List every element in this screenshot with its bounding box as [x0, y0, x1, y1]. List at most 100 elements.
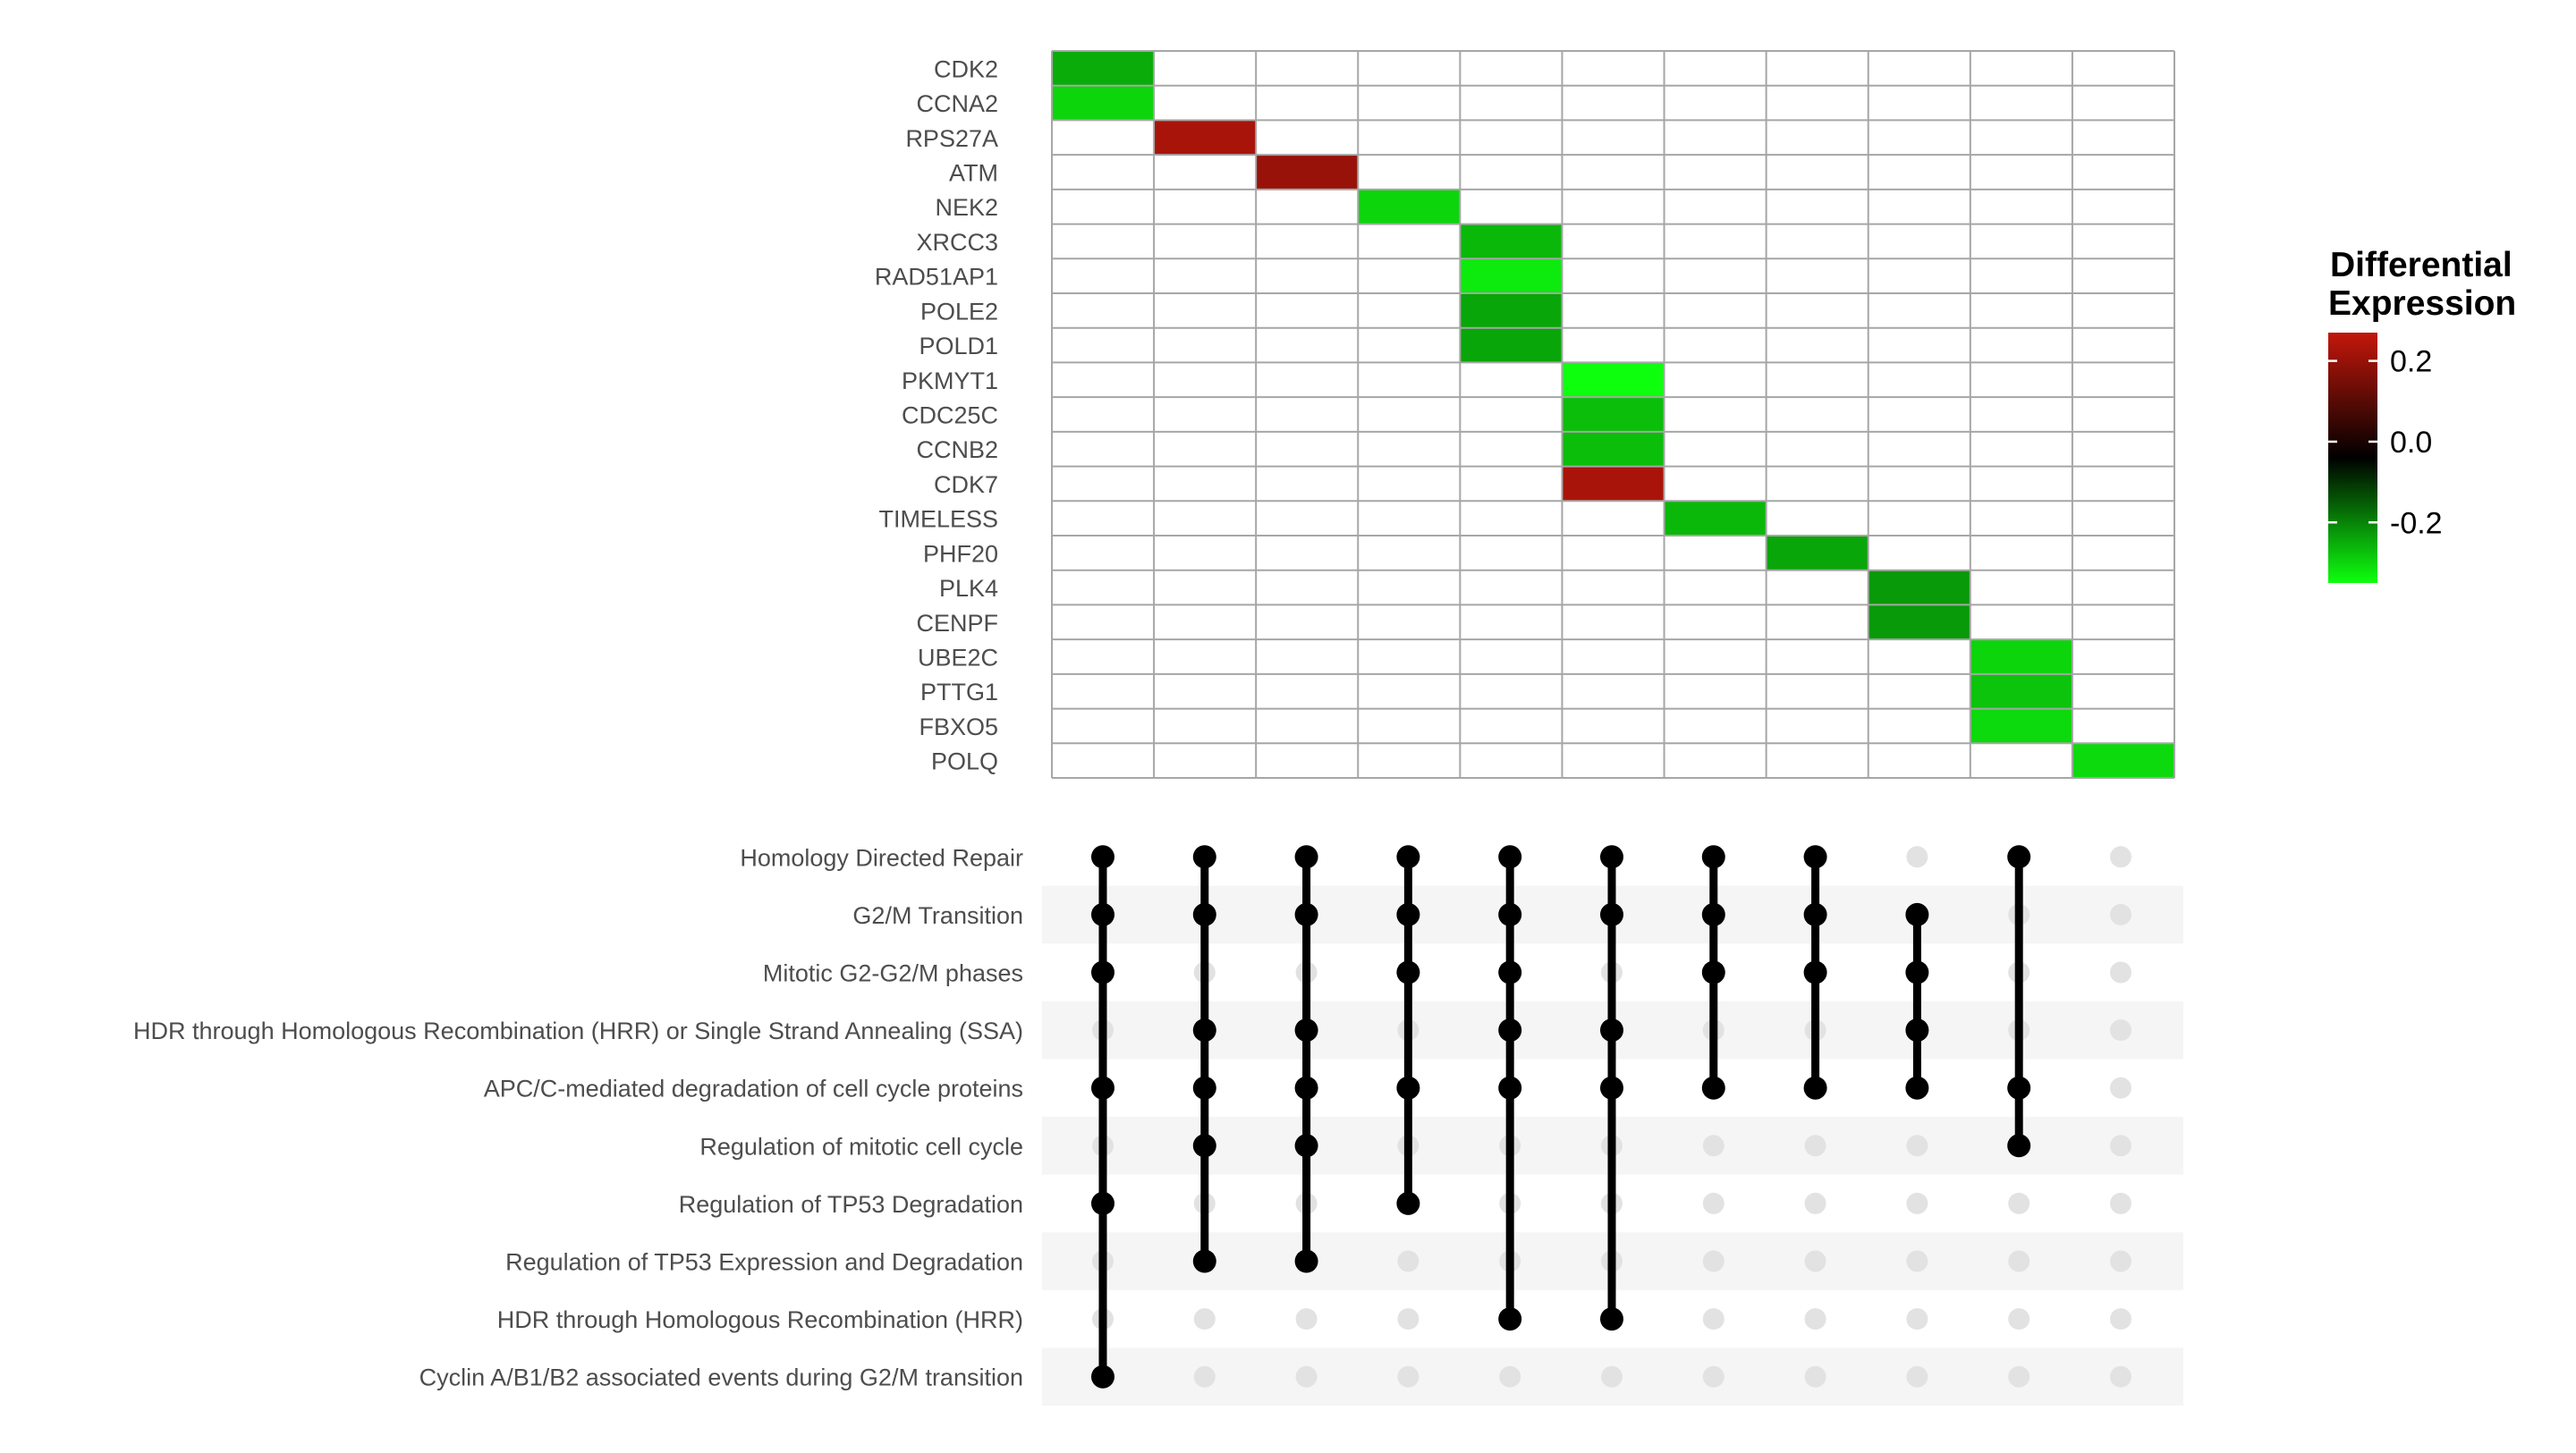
- matrix-dot-active: [1498, 902, 1522, 926]
- matrix-dot-inactive: [2110, 961, 2131, 984]
- pathway-label: Regulation of TP53 Expression and Degrad…: [505, 1249, 1023, 1276]
- matrix-dot-active: [1192, 1076, 1216, 1100]
- matrix-dot-inactive: [1804, 1365, 1826, 1388]
- gene-label-pkmyt1: PKMYT1: [902, 367, 998, 394]
- matrix-dot-inactive: [2110, 903, 2131, 925]
- matrix-dot-active: [1192, 845, 1216, 869]
- matrix-dot-inactive: [2110, 1019, 2131, 1042]
- heatmap-cell-ccna2: [1052, 85, 1155, 121]
- matrix-dot-active: [1498, 1076, 1522, 1100]
- gene-label-ccnb2: CCNB2: [916, 436, 998, 463]
- matrix-dot-active: [1498, 1018, 1522, 1043]
- heatmap-cell-xrcc3: [1460, 224, 1563, 259]
- matrix-dot-active: [1294, 845, 1318, 869]
- matrix-dot-inactive: [1702, 1365, 1724, 1388]
- matrix-dot-inactive: [1906, 1308, 1928, 1331]
- heatmap-cell-nek2: [1358, 189, 1461, 224]
- pathway-label: HDR through Homologous Recombination (HR…: [497, 1306, 1023, 1333]
- matrix-dot-active: [1803, 845, 1827, 869]
- matrix-dot-inactive: [1804, 1135, 1826, 1157]
- heatmap-panel: CDK2 CCNA2 RPS27A ATM NEK2 XRCC3 RAD51AP1 POLE2…: [875, 50, 2175, 779]
- gene-label-ccna2: CCNA2: [916, 90, 998, 117]
- matrix-dot-active: [1600, 902, 1623, 926]
- pathway-label: APC/C-mediated degradation of cell cycle…: [484, 1076, 1023, 1102]
- gene-label-phf20: PHF20: [923, 540, 998, 567]
- matrix-dot-active: [1294, 1018, 1318, 1043]
- upset-matrix-panel: Homology Directed Repair G2/M Transition M…: [133, 844, 2183, 1406]
- heatmap-cell-rad51ap1: [1460, 258, 1563, 293]
- matrix-dot-active: [1803, 902, 1827, 926]
- matrix-dot-inactive: [1702, 1192, 1724, 1214]
- matrix-dot-active: [1803, 960, 1827, 984]
- matrix-dot-active: [1905, 902, 1929, 926]
- heatmap-cell-polq: [2072, 743, 2174, 778]
- matrix-dot-inactive: [1193, 1308, 1216, 1331]
- heatmap-cell-cenpf: [1868, 604, 1970, 640]
- pathway-label: Cyclin A/B1/B2 associated events during …: [419, 1364, 1023, 1391]
- matrix-dot-active: [1091, 1191, 1114, 1215]
- matrix-dot-inactive: [2110, 1135, 2131, 1157]
- heatmap-cell-pold1: [1460, 327, 1563, 363]
- matrix-dot-active: [1498, 1307, 1522, 1331]
- matrix-dot-inactive: [1906, 1135, 1928, 1157]
- matrix-dot-inactive: [1499, 1365, 1521, 1388]
- matrix-dot-inactive: [2110, 1365, 2131, 1388]
- heatmap-cell-cdk2: [1052, 51, 1155, 86]
- matrix-dot-inactive: [2008, 1365, 2030, 1388]
- matrix-dot-active: [1701, 1076, 1725, 1100]
- gene-label-timeless: TIMELESS: [878, 506, 998, 533]
- matrix-dot-active: [1600, 845, 1623, 869]
- matrix-dot-active: [1192, 1018, 1216, 1043]
- matrix-dot-inactive: [2008, 1308, 2030, 1331]
- matrix-dot-active: [1803, 1076, 1827, 1100]
- heatmap-cell-pkmyt1: [1562, 362, 1665, 398]
- matrix-dot-active: [2007, 1076, 2031, 1100]
- matrix-dot-inactive: [1804, 1250, 1826, 1272]
- pathway-label: Mitotic G2-G2/M phases: [763, 960, 1023, 987]
- matrix-dot-inactive: [2008, 1250, 2030, 1272]
- matrix-dot-active: [1600, 1018, 1623, 1043]
- gene-label-cdk7: CDK7: [934, 471, 998, 498]
- matrix-dot-active: [1294, 1134, 1318, 1158]
- gene-label-rad51ap1: RAD51AP1: [875, 264, 998, 291]
- heatmap-cell-timeless: [1664, 501, 1767, 536]
- matrix-dot-active: [1701, 960, 1725, 984]
- matrix-dot-inactive: [1702, 1135, 1724, 1157]
- matrix-dot-inactive: [2110, 846, 2131, 868]
- matrix-dot-inactive: [1804, 1192, 1826, 1214]
- matrix-dot-active: [1192, 902, 1216, 926]
- matrix-dot-inactive: [1906, 1365, 1928, 1388]
- gene-label-cenpf: CENPF: [916, 610, 998, 637]
- matrix-dot-inactive: [2008, 1192, 2030, 1214]
- matrix-dot-active: [1396, 845, 1420, 869]
- heatmap-cell-cdk7: [1562, 466, 1665, 502]
- legend-tick-label: 0.0: [2390, 426, 2432, 460]
- matrix-dot-inactive: [2110, 1250, 2131, 1272]
- legend-colorbar: [2328, 333, 2377, 583]
- matrix-dot-active: [2007, 1134, 2031, 1158]
- legend-tick-label: 0.2: [2390, 345, 2432, 379]
- matrix-dot-active: [1905, 960, 1929, 984]
- matrix-dot-inactive: [1295, 1308, 1318, 1331]
- matrix-dot-inactive: [1601, 1365, 1623, 1388]
- matrix-dot-active: [1905, 1076, 1929, 1100]
- matrix-dot-inactive: [1295, 1365, 1318, 1388]
- matrix-dot-active: [1701, 845, 1725, 869]
- gene-label-fbxo5: FBXO5: [919, 714, 998, 740]
- color-legend: Differential Expression 0.2 0.0 -0.2: [2328, 246, 2516, 583]
- matrix-dot-active: [1091, 902, 1114, 926]
- pathway-labels: Homology Directed Repair G2/M Transition M…: [133, 844, 1023, 1390]
- pathway-label: Regulation of mitotic cell cycle: [699, 1133, 1023, 1160]
- legend-title-line-1: Differential: [2330, 246, 2512, 284]
- legend-title-line-2: Expression: [2328, 284, 2516, 323]
- matrix-dot-inactive: [2110, 1192, 2131, 1214]
- matrix-dot-active: [1396, 1076, 1420, 1100]
- matrix-dot-active: [1091, 960, 1114, 984]
- matrix-dot-active: [1192, 1134, 1216, 1158]
- matrix-dot-inactive: [1193, 1365, 1216, 1388]
- matrix-dot-active: [1396, 1191, 1420, 1215]
- heatmap-cells: [1052, 51, 2174, 778]
- gene-label-nek2: NEK2: [935, 194, 998, 221]
- matrix-dot-active: [1600, 1076, 1623, 1100]
